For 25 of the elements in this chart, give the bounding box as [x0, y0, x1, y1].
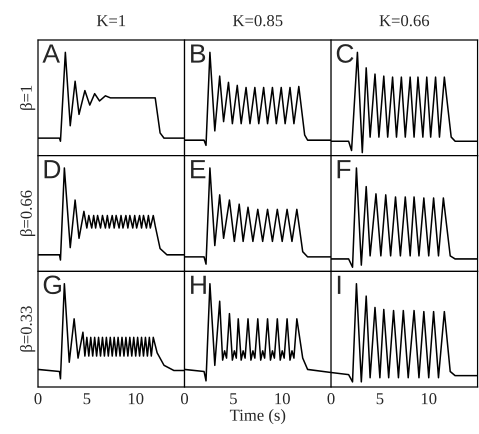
x-tick-label: 10 [275, 393, 290, 404]
x-tick-label: 5 [230, 393, 237, 404]
y-axis-title: β=0.66 [20, 190, 36, 236]
annotation: C [336, 44, 354, 63]
annotation: A [42, 44, 60, 63]
annotation: D [44, 160, 60, 178]
annotation: F [338, 160, 350, 178]
y-axis-title: β=1 [20, 86, 36, 110]
chart-title: K=0.85 [232, 15, 282, 26]
annotation: G [44, 276, 61, 294]
annotation: H [191, 276, 206, 294]
x-tick-label: 0 [328, 393, 335, 404]
x-tick-label: 5 [84, 393, 90, 404]
x-tick-label: 10 [128, 393, 144, 404]
x-tick-label: 5 [376, 393, 384, 404]
annotation: B [191, 44, 206, 63]
x-tick-label: 10 [422, 393, 436, 404]
x-axis-title: Time (s) [230, 409, 286, 424]
annotation: I [338, 276, 340, 294]
chart-title: K=0.66 [379, 15, 430, 26]
chart-title: K=1 [96, 15, 126, 26]
annotation: E [191, 160, 206, 178]
y-axis-title: β=0.33 [20, 306, 36, 352]
x-tick-label: 0 [34, 393, 42, 404]
x-tick-label: 0 [180, 393, 188, 404]
